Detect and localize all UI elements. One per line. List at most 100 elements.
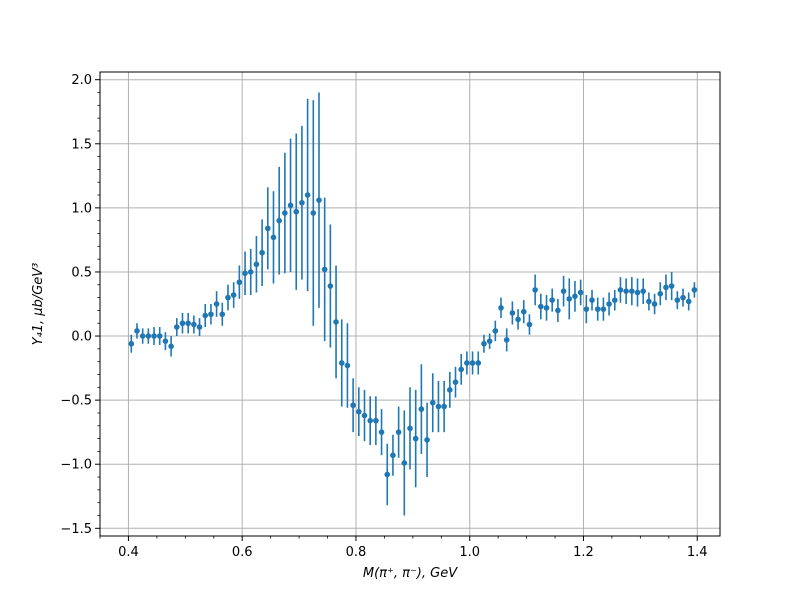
data-point xyxy=(469,360,476,366)
data-point xyxy=(156,333,163,339)
y-tick-label: 0.5 xyxy=(71,265,92,280)
data-point xyxy=(139,333,146,339)
data-series xyxy=(128,92,698,516)
data-point xyxy=(407,425,413,432)
data-point xyxy=(373,417,379,424)
data-point xyxy=(640,288,647,294)
data-point xyxy=(429,399,436,406)
data-point xyxy=(424,437,430,443)
data-point xyxy=(196,324,203,330)
data-point xyxy=(395,429,402,435)
data-point xyxy=(128,340,135,347)
data-point xyxy=(629,288,635,294)
y-tick-label: −0.5 xyxy=(60,394,92,409)
data-point xyxy=(219,311,226,318)
data-point xyxy=(543,305,550,311)
data-point xyxy=(282,210,288,216)
y-tick-label: 0.0 xyxy=(71,330,92,345)
y-tick-label: 1.0 xyxy=(71,201,92,216)
data-point xyxy=(452,379,459,385)
data-point xyxy=(230,292,237,298)
data-point xyxy=(435,403,442,410)
x-tick-label: 0.6 xyxy=(232,545,253,560)
data-point xyxy=(611,297,618,303)
data-point xyxy=(344,362,351,369)
data-point xyxy=(532,287,538,293)
data-point xyxy=(412,435,419,442)
data-point xyxy=(191,321,197,328)
data-point xyxy=(242,270,248,277)
data-point xyxy=(356,408,362,415)
y-tick-label: 1.5 xyxy=(71,137,92,152)
data-point xyxy=(134,328,140,334)
data-point xyxy=(208,311,214,318)
x-tick-label: 0.8 xyxy=(346,545,367,560)
y-axis-label: Y₄1, μb/GeV³ xyxy=(31,263,46,346)
data-point xyxy=(691,287,698,293)
data-point xyxy=(276,217,282,224)
plot-frame xyxy=(99,71,721,537)
x-tick-label: 1.2 xyxy=(573,545,594,560)
data-point xyxy=(549,297,556,303)
data-point xyxy=(259,249,265,256)
data-point xyxy=(651,301,658,307)
data-point xyxy=(367,417,373,424)
data-point xyxy=(464,360,470,366)
data-point xyxy=(447,387,453,393)
data-point xyxy=(634,289,641,296)
data-point xyxy=(293,208,300,215)
data-point xyxy=(304,192,311,198)
data-point xyxy=(270,234,277,241)
data-point xyxy=(458,366,464,373)
data-point xyxy=(617,287,624,293)
data-point xyxy=(509,310,516,316)
data-point xyxy=(162,338,169,344)
y-tick-label: −1.0 xyxy=(60,458,92,473)
data-point xyxy=(299,199,305,206)
data-point xyxy=(685,298,692,305)
data-point xyxy=(401,460,408,466)
data-point xyxy=(247,269,254,275)
data-point xyxy=(384,471,391,478)
data-point xyxy=(606,301,612,307)
data-point xyxy=(253,261,260,268)
grid-lines xyxy=(100,72,720,536)
data-point xyxy=(390,452,396,459)
data-point xyxy=(560,288,567,294)
data-point xyxy=(674,297,681,303)
data-point xyxy=(600,306,607,312)
data-point xyxy=(418,406,425,412)
data-point xyxy=(668,283,675,289)
x-tick-label: 1.4 xyxy=(687,545,708,560)
data-point xyxy=(225,294,231,301)
data-point xyxy=(680,294,686,301)
data-point xyxy=(663,284,669,291)
data-point xyxy=(572,293,578,300)
data-point xyxy=(555,307,561,314)
tick-labels: 0.4 0.6 0.8 1.0 1.2 1.4 −1.5 −1.0 −0.5 0.0 0.5 1.0 1… xyxy=(60,73,707,560)
axis-ticks xyxy=(95,79,698,541)
x-axis-label: M(π⁺, π⁻), GeV xyxy=(363,566,458,581)
y-tick-label: −1.5 xyxy=(60,522,92,537)
data-point xyxy=(264,225,271,232)
data-point xyxy=(498,305,504,311)
data-point xyxy=(338,360,345,366)
data-point xyxy=(538,303,544,310)
data-point xyxy=(657,290,664,297)
data-point xyxy=(327,283,334,289)
data-point xyxy=(236,279,243,286)
data-point xyxy=(202,312,209,319)
data-point xyxy=(646,298,652,305)
data-point xyxy=(151,333,157,339)
data-point xyxy=(481,340,487,347)
data-point xyxy=(492,328,499,334)
data-point xyxy=(503,337,510,343)
data-point xyxy=(589,297,595,303)
data-point xyxy=(145,333,152,339)
data-point xyxy=(526,321,533,328)
data-point xyxy=(321,266,328,273)
data-point xyxy=(623,288,629,294)
data-point xyxy=(577,289,584,296)
data-point xyxy=(287,202,294,209)
